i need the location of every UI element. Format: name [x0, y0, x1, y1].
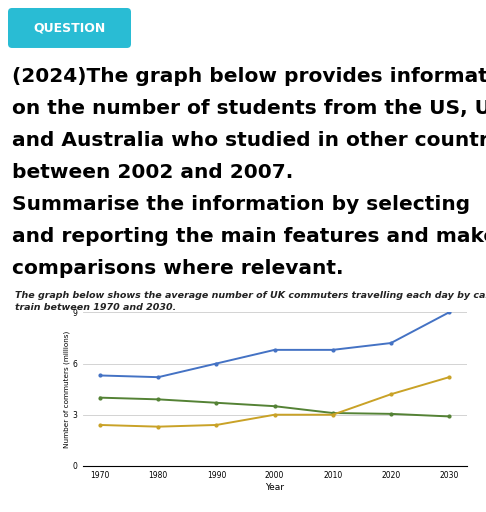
Text: comparisons where relevant.: comparisons where relevant.	[12, 259, 344, 278]
FancyBboxPatch shape	[8, 8, 131, 48]
X-axis label: Year: Year	[265, 482, 284, 492]
Text: train between 1970 and 2030.: train between 1970 and 2030.	[15, 303, 176, 312]
Text: Summarise the information by selecting: Summarise the information by selecting	[12, 195, 470, 214]
Text: between 2002 and 2007.: between 2002 and 2007.	[12, 163, 293, 182]
Text: (2024)The graph below provides information: (2024)The graph below provides informati…	[12, 67, 486, 86]
Text: on the number of students from the US, UK: on the number of students from the US, U…	[12, 99, 486, 118]
Y-axis label: Number of commuters (millions): Number of commuters (millions)	[64, 330, 70, 448]
Text: QUESTION: QUESTION	[34, 22, 105, 34]
Text: The graph below shows the average number of UK commuters travelling each day by : The graph below shows the average number…	[15, 291, 486, 300]
Text: and reporting the main features and make: and reporting the main features and make	[12, 227, 486, 246]
Text: and Australia who studied in other countries: and Australia who studied in other count…	[12, 131, 486, 150]
